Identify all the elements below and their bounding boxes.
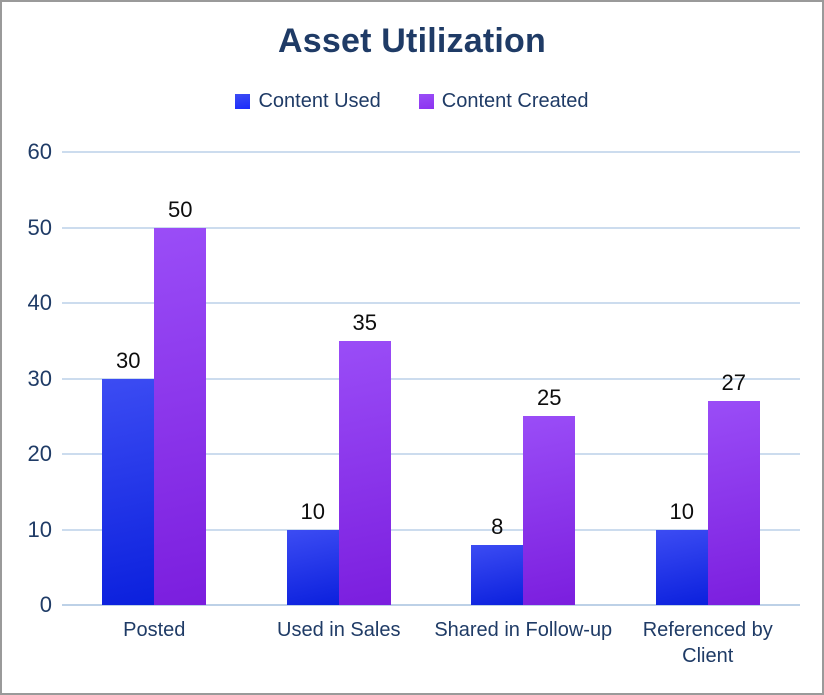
bar-content-used: [471, 544, 524, 605]
legend-swatch-icon: [235, 94, 251, 109]
chart-title: Asset Utilization: [278, 22, 546, 60]
plot-area: 30 50 10 35 8 25 10 27: [62, 151, 800, 606]
gridline: [62, 151, 800, 153]
value-label: 10: [669, 498, 694, 524]
axis-baseline: [62, 604, 800, 606]
gridline: [62, 226, 800, 229]
bar-content-used: [655, 529, 708, 605]
bar-content-used: [286, 529, 339, 605]
x-axis-category-label: Referenced by Client: [642, 619, 773, 667]
gridline: [62, 377, 800, 380]
bar-content-used: [102, 378, 155, 605]
gridline: [62, 453, 800, 455]
legend-label: Content Created: [441, 90, 589, 112]
legend-label: Content Used: [258, 90, 381, 112]
y-tick-label: 60: [27, 139, 52, 164]
x-axis-category-label: Posted: [123, 619, 186, 641]
y-tick-label: 50: [27, 214, 52, 240]
y-tick-label: 10: [27, 516, 52, 542]
y-tick-label: 30: [27, 365, 52, 391]
bar-content-created: [707, 401, 760, 605]
x-axis-category-label: Shared in Follow-up: [434, 619, 613, 641]
value-label: 35: [352, 309, 377, 335]
value-label: 30: [116, 347, 141, 373]
bar-content-created: [523, 416, 576, 605]
value-label: 8: [491, 513, 504, 539]
gridline: [62, 302, 800, 304]
y-tick-label: 20: [27, 441, 52, 466]
bar-content-created: [338, 340, 391, 605]
x-axis-category-label: Used in Sales: [277, 619, 401, 641]
bar-content-created: [154, 227, 207, 605]
value-label: 25: [537, 385, 562, 411]
legend-item-content-created: Content Created: [418, 90, 589, 113]
value-label: 50: [168, 196, 193, 222]
value-label: 27: [721, 370, 746, 396]
legend-swatch-icon: [418, 94, 434, 109]
y-tick-label: 0: [39, 592, 52, 617]
y-tick-label: 40: [27, 290, 52, 315]
gridline: [62, 528, 800, 531]
chart-legend: Content Used Content Created: [2, 90, 822, 113]
legend-item-content-used: Content Used: [235, 90, 381, 113]
value-label: 10: [300, 498, 325, 524]
